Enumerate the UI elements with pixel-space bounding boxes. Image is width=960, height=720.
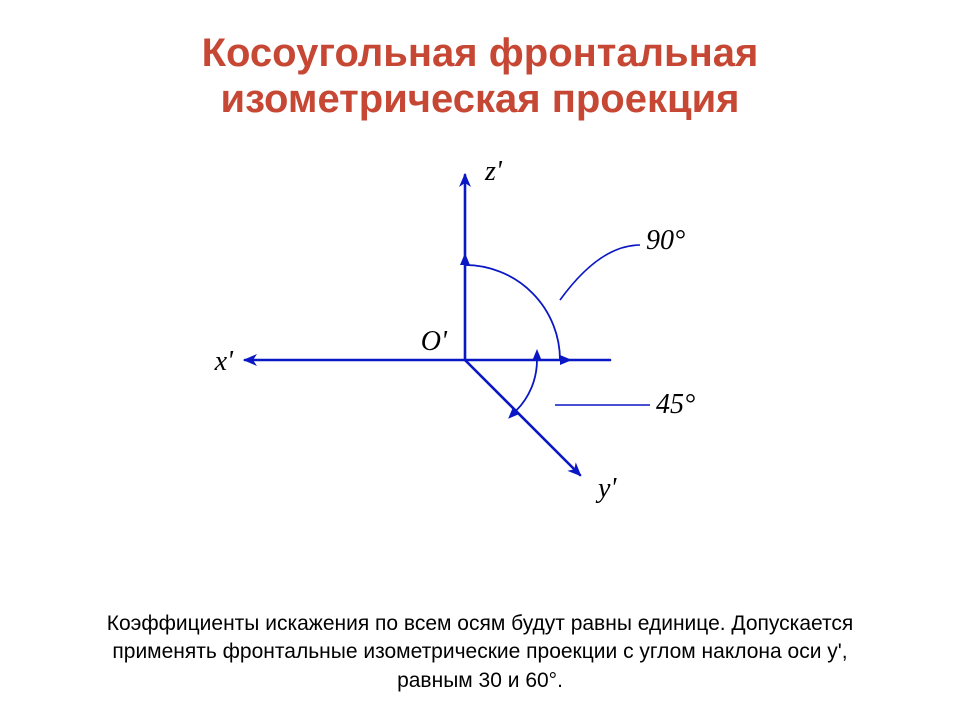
- angle-90-label: 90°: [646, 225, 685, 256]
- title-line-2: изометрическая проекция: [220, 77, 739, 121]
- svg-text:x': x': [214, 346, 234, 377]
- angle-45-label: 45°: [656, 389, 695, 420]
- slide: Косоугольная фронтальная изометрическая …: [0, 0, 960, 720]
- svg-text:O': O': [421, 326, 448, 357]
- caption-line-3: равным 30 и 60°.: [397, 669, 563, 692]
- slide-title: Косоугольная фронтальная изометрическая …: [0, 30, 960, 122]
- caption-line-1: Коэффициенты искажения по всем осям буду…: [107, 612, 854, 635]
- svg-text:z': z': [484, 156, 503, 187]
- caption-text: Коэффициенты искажения по всем осям буду…: [0, 610, 960, 695]
- title-line-1: Косоугольная фронтальная: [202, 31, 759, 75]
- caption-line-2: применять фронтальные изометрические про…: [112, 640, 847, 663]
- svg-text:y': y': [595, 473, 617, 504]
